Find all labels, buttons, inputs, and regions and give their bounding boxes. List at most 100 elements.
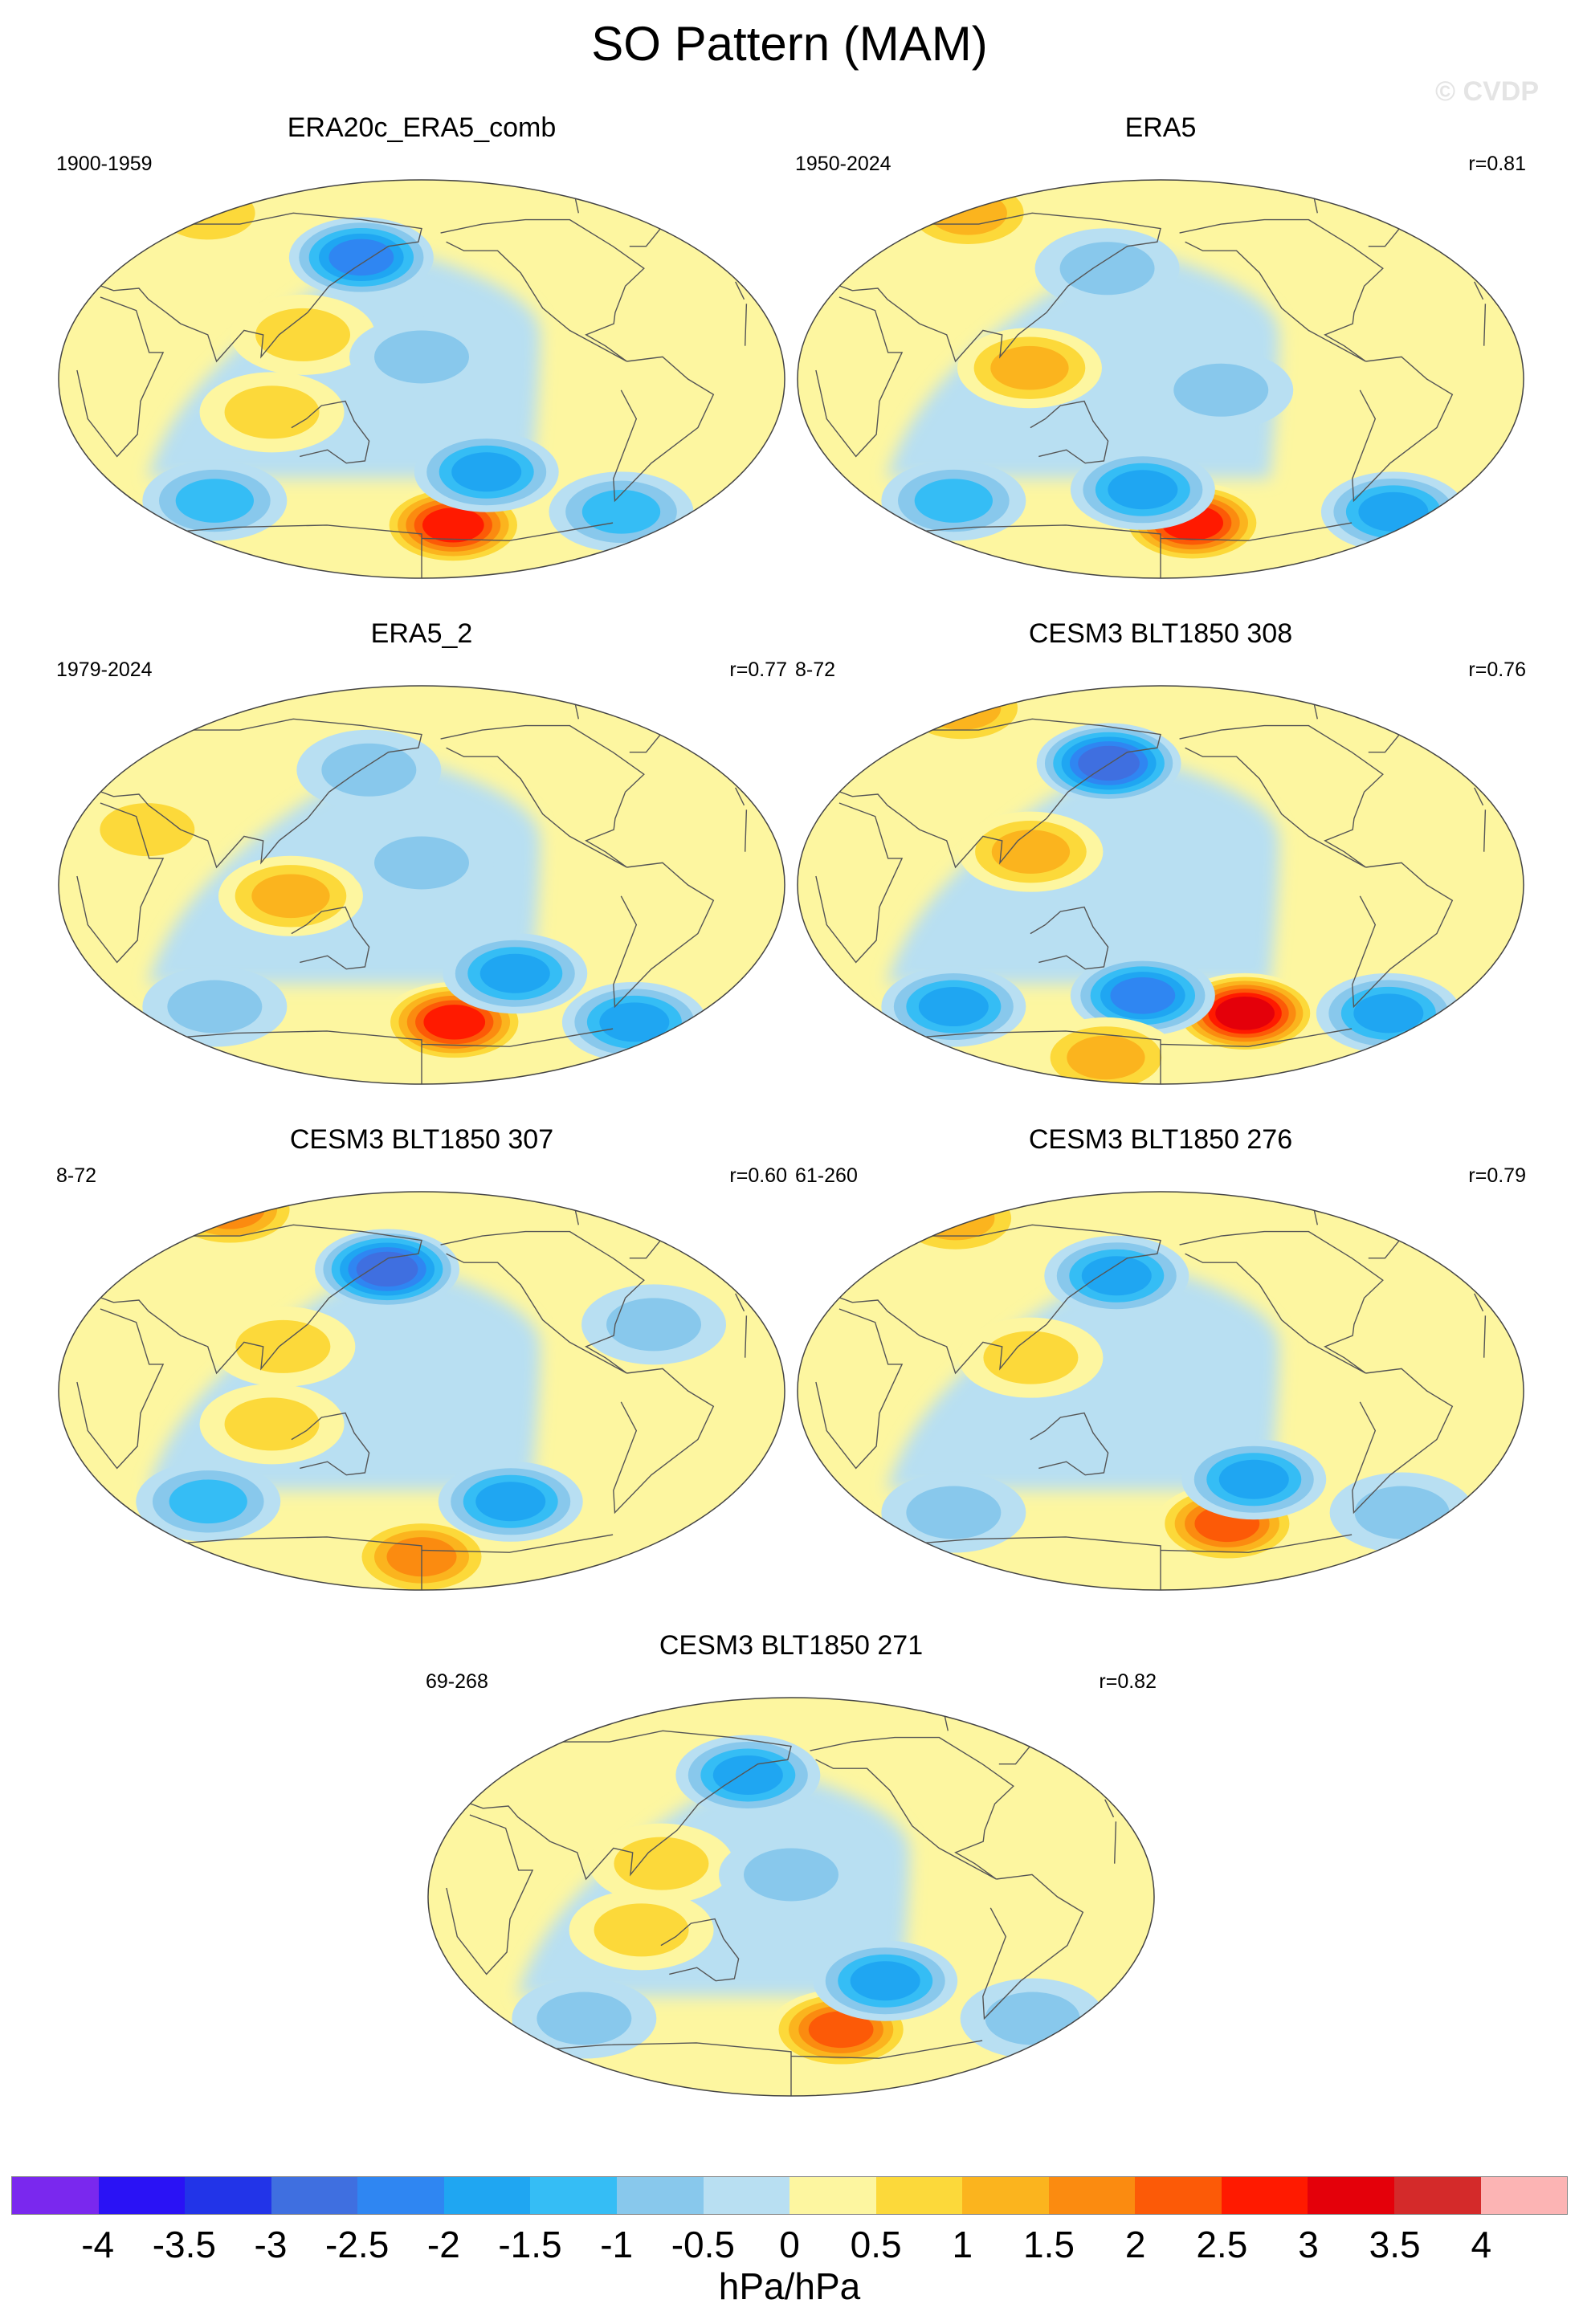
- map-border: [58, 685, 785, 1085]
- colorbar-swatch: [271, 2177, 358, 2214]
- anomaly-contour: [423, 1005, 486, 1040]
- map-panel-era5: ERA5 1950-2024 r=0.81: [795, 112, 1526, 594]
- anomaly-contour: [167, 980, 263, 1034]
- coastline: [1352, 862, 1454, 1009]
- anomaly-contour: [614, 1837, 709, 1890]
- coastline: [613, 1368, 715, 1515]
- coastline: [1352, 1368, 1454, 1515]
- coastline: [815, 802, 1487, 964]
- anomaly-contour: [606, 1298, 702, 1352]
- anomaly-contour: [599, 1002, 670, 1042]
- map-panel-cesm3-blt1850-307: CESM3 BLT1850 307 8-72 r=0.60: [56, 1124, 787, 1606]
- panel-period: 8-72: [56, 1164, 97, 1187]
- colorbar-tick-label: -4: [81, 2224, 115, 2265]
- anomaly-map: [58, 1191, 785, 1591]
- anomaly-contour: [990, 345, 1069, 390]
- colorbar-tick-label: 2.5: [1196, 2224, 1248, 2265]
- colorbar-swatch: [616, 2177, 704, 2214]
- colorbar-swatch: [98, 2177, 186, 2214]
- colorbar-swatch: [185, 2177, 271, 2214]
- anomaly-contour: [1358, 491, 1429, 532]
- anomaly-center: [142, 460, 288, 541]
- anomaly-contour: [475, 1482, 546, 1522]
- anomaly-contour: [1108, 470, 1178, 510]
- anomaly-center: [315, 1229, 460, 1310]
- coastline: [834, 718, 1484, 869]
- anomaly-center: [958, 811, 1104, 892]
- coastline: [440, 218, 645, 362]
- coastline: [95, 718, 745, 869]
- map-panel-era20c-era5-comb: ERA20c_ERA5_comb 1900-1959: [56, 112, 787, 594]
- anomaly-contour: [594, 1903, 689, 1957]
- anomaly-center: [960, 1978, 1105, 2059]
- anomaly-contour: [918, 987, 989, 1027]
- coastline: [518, 2040, 983, 2096]
- colorbar-tick-label: -1.5: [498, 2224, 562, 2265]
- anomaly-contour: [914, 479, 994, 523]
- coastline: [76, 1308, 748, 1470]
- anomaly-center: [288, 217, 434, 298]
- anomaly-contour: [1354, 1486, 1450, 1539]
- coastline: [95, 1224, 745, 1375]
- anomaly-contour: [1081, 1256, 1152, 1296]
- coastline: [660, 1918, 740, 1982]
- anomaly-contour: [479, 953, 550, 993]
- colorbar-units: hPa/hPa: [718, 2265, 861, 2307]
- panel-correlation: r=0.76: [1468, 658, 1526, 681]
- figure-title: SO Pattern (MAM): [591, 17, 988, 71]
- anomaly-center: [958, 1317, 1104, 1398]
- anomaly-center: [414, 431, 559, 512]
- anomaly-center: [589, 1823, 734, 1904]
- anomaly-contour: [916, 1196, 995, 1241]
- map-border: [427, 1697, 1155, 2097]
- anomaly-contour: [985, 1992, 1080, 2045]
- colorbar-tick-label: -2.5: [325, 2224, 390, 2265]
- coastline: [815, 1308, 1487, 1470]
- panel-title: ERA5: [1124, 112, 1197, 143]
- panel-correlation: r=0.82: [1099, 1670, 1157, 1693]
- anomaly-contour: [422, 508, 484, 543]
- cvdp-watermark: © CVDP: [1435, 76, 1539, 107]
- coastline: [1030, 1412, 1109, 1476]
- anomaly-contour: [1218, 1459, 1289, 1499]
- colorbar-tick-label: 0.5: [850, 2224, 902, 2265]
- anomaly-center: [349, 316, 494, 398]
- anomaly-center: [569, 1890, 714, 1971]
- coastline: [95, 212, 745, 363]
- colorbar-swatch: [790, 2177, 876, 2214]
- map-border: [797, 1191, 1524, 1591]
- colorbar-tick-label: 1.5: [1023, 2224, 1075, 2265]
- map-panel-cesm3-blt1850-271: CESM3 BLT1850 271 69-268 r=0.82: [426, 1630, 1157, 2112]
- map-panel-cesm3-blt1850-308: CESM3 BLT1850 308 8-72 r=0.76: [795, 618, 1526, 1100]
- anomaly-center: [381, 981, 527, 1062]
- anomaly-map: [797, 1191, 1524, 1591]
- coastline: [887, 522, 1353, 578]
- coastline: [149, 1028, 614, 1084]
- panel-correlation: r=0.81: [1468, 153, 1526, 175]
- anomaly-center: [349, 822, 494, 903]
- anomaly-contour: [194, 1192, 265, 1229]
- panel-period: 61-260: [795, 1164, 858, 1187]
- coastline: [887, 1028, 1353, 1084]
- anomaly-center: [1320, 471, 1466, 552]
- anomaly-contour: [1353, 993, 1424, 1034]
- anomaly-contour: [537, 1992, 632, 2045]
- anomaly-contour: [906, 1486, 1002, 1539]
- coastline: [149, 522, 614, 578]
- anomaly-contour: [850, 1961, 920, 2001]
- colorbar-tick-label: 1: [952, 2224, 973, 2265]
- anomaly-contour: [712, 1755, 783, 1795]
- anomaly-center: [1070, 955, 1215, 1036]
- coastline: [76, 802, 748, 964]
- coastline: [982, 1873, 1084, 2020]
- map-panel-era5-2: ERA5_2 1979-2024 r=0.77: [56, 618, 787, 1100]
- coastline: [834, 1224, 1484, 1375]
- anomaly-contour: [1215, 996, 1275, 1030]
- panel-period: 1900-1959: [56, 153, 153, 175]
- coastline: [613, 862, 715, 1009]
- anomaly-center: [881, 460, 1026, 541]
- anomaly-contour: [374, 330, 469, 384]
- anomaly-center: [881, 966, 1026, 1047]
- colorbar-swatch: [443, 2177, 531, 2214]
- colorbar-swatch: [1135, 2177, 1222, 2214]
